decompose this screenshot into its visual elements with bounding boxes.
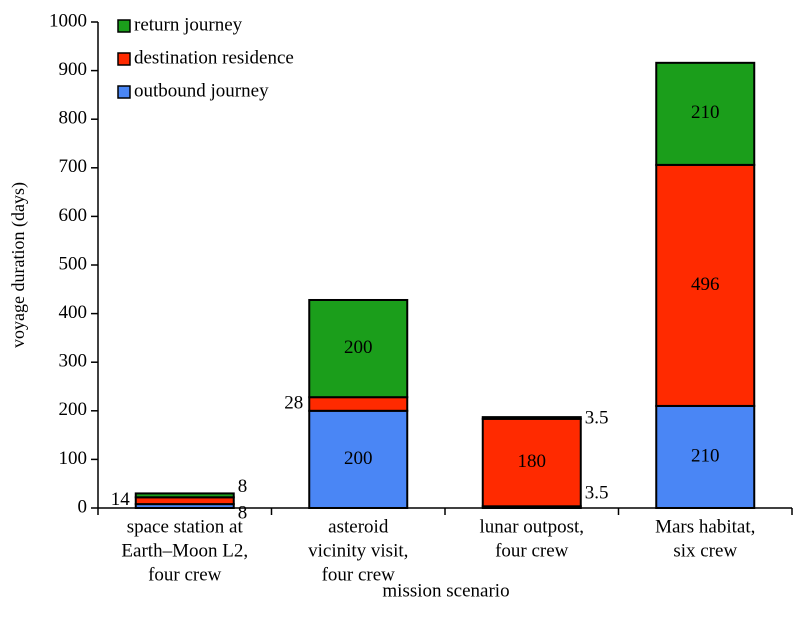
x-tick-label: Mars habitat, xyxy=(655,516,755,537)
value-label: 210 xyxy=(691,445,720,466)
bar-segment xyxy=(481,417,582,508)
y-tick-label: 0 xyxy=(78,496,88,517)
x-tick-label: six crew xyxy=(673,540,737,561)
value-label: 28 xyxy=(284,392,303,413)
y-tick-label: 300 xyxy=(59,351,88,372)
legend-label: destination residence xyxy=(134,47,294,68)
bar-segment xyxy=(308,396,409,412)
bar-segment xyxy=(481,416,582,420)
x-axis-title: mission scenario xyxy=(382,580,509,601)
legend-swatch xyxy=(117,85,131,99)
x-tick-label: four crew xyxy=(148,564,222,585)
bar-segment xyxy=(655,163,756,407)
y-tick-label: 500 xyxy=(59,253,88,274)
x-tick-label: four crew xyxy=(322,564,396,585)
value-label: 496 xyxy=(691,274,720,295)
y-tick-label: 200 xyxy=(59,399,88,420)
x-tick-label: four crew xyxy=(495,540,569,561)
bar-segment xyxy=(308,409,409,509)
bar-segment xyxy=(308,298,409,399)
x-tick-label: asteroid xyxy=(328,516,389,537)
legend-swatch xyxy=(117,19,131,33)
value-label: 8 xyxy=(238,476,248,497)
x-tick-label: Earth–Moon L2, xyxy=(121,540,248,561)
value-label: 210 xyxy=(691,102,720,123)
legend-swatch xyxy=(117,52,131,66)
y-tick-label: 900 xyxy=(59,59,88,80)
y-tick-label: 600 xyxy=(59,205,88,226)
value-label: 3.5 xyxy=(585,482,609,503)
legend-label: outbound journey xyxy=(134,80,269,101)
y-axis-title: voyage duration (days) xyxy=(8,182,29,348)
value-label: 200 xyxy=(344,337,373,358)
value-label: 180 xyxy=(518,451,547,472)
y-tick-label: 1000 xyxy=(49,10,87,31)
bar-segment xyxy=(655,404,756,509)
bar-segment xyxy=(134,492,235,499)
y-tick-label: 800 xyxy=(59,108,88,129)
y-tick-label: 100 xyxy=(59,448,88,469)
value-label: 8 xyxy=(238,502,248,523)
legend-label: return journey xyxy=(134,14,243,35)
x-tick-label: space station at xyxy=(127,516,244,537)
value-label: 3.5 xyxy=(585,407,609,428)
bar-segment xyxy=(134,496,235,506)
bar-segment xyxy=(655,61,756,166)
x-tick-label: vicinity visit, xyxy=(308,540,408,561)
x-tick-label: lunar outpost, xyxy=(480,516,585,537)
y-tick-label: 400 xyxy=(59,302,88,323)
value-label: 200 xyxy=(344,448,373,469)
y-tick-label: 700 xyxy=(59,156,88,177)
value-label: 14 xyxy=(111,489,131,510)
